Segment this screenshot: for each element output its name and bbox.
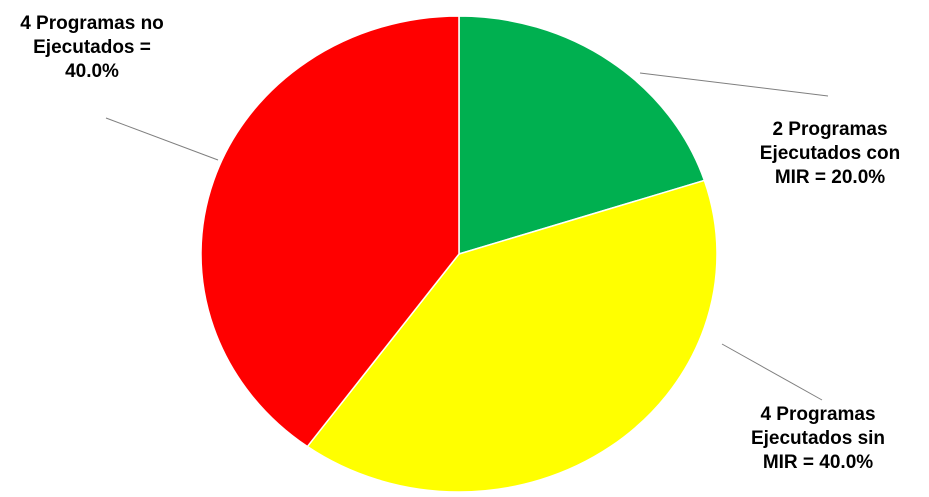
- slice-label-no-ejecutados: 4 Programas no Ejecutados = 40.0%: [2, 12, 182, 84]
- slice-ejecutados-sin-mir: [306, 179, 718, 493]
- slice-no-ejecutados: [200, 15, 460, 448]
- slice-ejecutados-con-mir: [458, 15, 706, 256]
- slice-label-line: 4 Programas: [760, 404, 876, 425]
- slice-label-line: Ejecutados =: [33, 37, 151, 58]
- slice-label-line: MIR = 40.0%: [762, 452, 874, 473]
- leader-line-2: [105, 117, 219, 161]
- slice-label-line: MIR = 20.0%: [774, 167, 886, 188]
- leader-line-0: [639, 72, 829, 97]
- slice-label-line: 40.0%: [65, 61, 119, 82]
- slice-label-line: 4 Programas no: [20, 13, 164, 34]
- leader-line-1: [721, 343, 823, 401]
- slice-label-line: 2 Programas: [772, 119, 888, 140]
- slice-label-line: Ejecutados sin: [750, 428, 886, 449]
- slice-label-ejecutados-sin-mir: 4 Programas Ejecutados sin MIR = 40.0%: [728, 403, 908, 475]
- slice-label-ejecutados-con-mir: 2 Programas Ejecutados con MIR = 20.0%: [730, 118, 929, 190]
- slice-label-line: Ejecutados con: [759, 143, 901, 164]
